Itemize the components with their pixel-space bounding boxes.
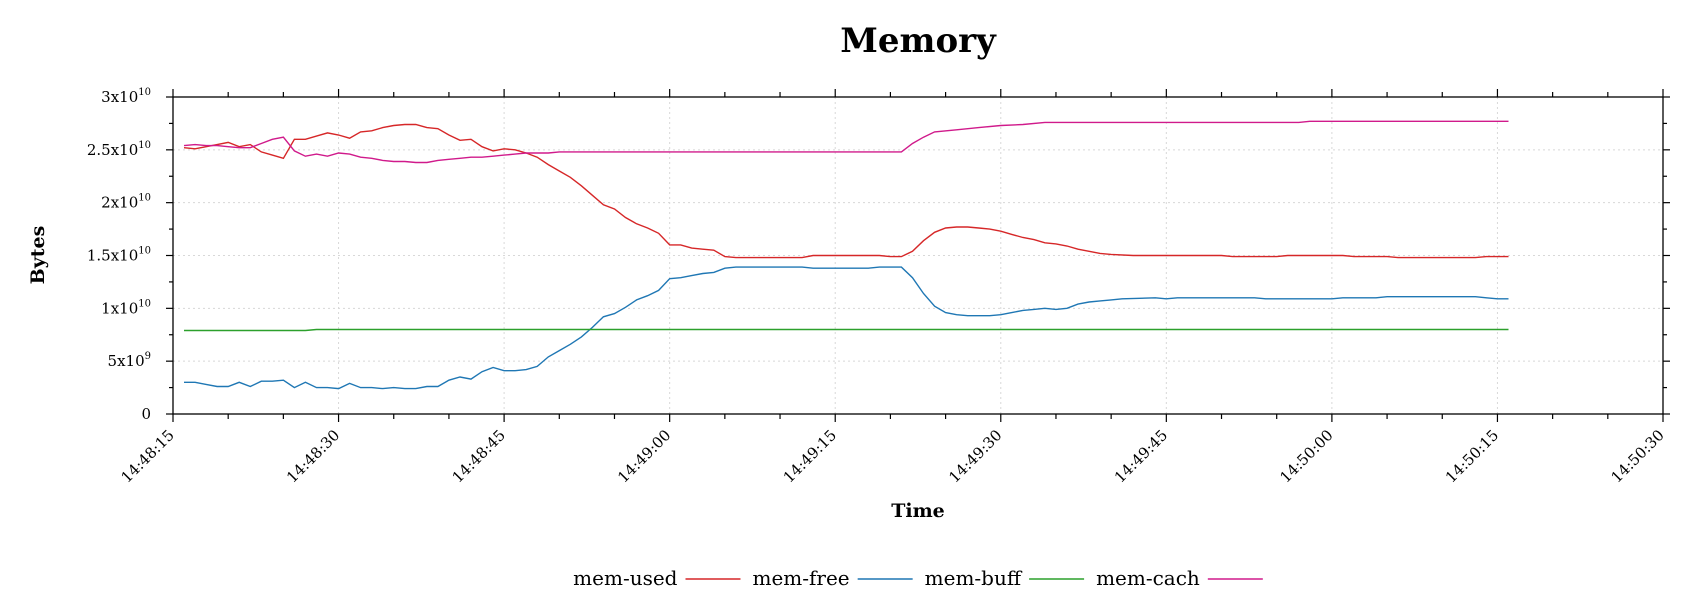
y-tick-label: 5x109 [108,351,151,370]
grid-lines [173,97,1663,414]
series-line-mem-buff [184,328,1509,332]
x-axis-title: Time [891,500,945,522]
axis-ticks [166,89,1670,422]
x-tick-label: 14:50:30 [1607,426,1667,486]
x-tick-label: 14:48:30 [283,426,343,486]
y-tick-labels: 0 5x109 1x1010 1.5x1010 2x1010 2.5x1010 3x1010 [87,87,151,423]
series-line-mem-cach [183,120,1509,164]
y-axis-title: Bytes [27,226,49,285]
chart-title: Memory [840,21,997,61]
x-tick-label: 14:50:15 [1442,426,1502,486]
legend-label: mem-used [573,566,678,590]
legend: mem-used mem-free mem-buff mem-cach [573,566,1263,590]
series-line-mem-used [183,123,1509,259]
x-tick-label: 14:50:00 [1276,426,1336,486]
x-tick-label: 14:48:15 [117,426,177,486]
x-tick-labels: 14:48:15 14:48:30 14:48:45 14:49:00 14:49:15… [117,426,1667,486]
y-tick-label: 3x1010 [101,87,151,106]
legend-label: mem-buff [925,566,1023,590]
legend-label: mem-free [752,566,849,590]
y-tick-label: 2x1010 [101,193,151,212]
y-tick-label: 2.5x1010 [87,140,151,159]
series-lines [183,120,1509,390]
x-tick-label: 14:49:45 [1111,426,1171,486]
x-tick-label: 14:49:00 [614,426,674,486]
x-tick-label: 14:49:30 [945,426,1005,486]
y-tick-label: 0 [141,405,151,423]
x-tick-label: 14:49:15 [780,426,840,486]
y-tick-label: 1.5x1010 [87,246,151,265]
y-tick-label: 1x1010 [101,298,151,317]
series-line-mem-free [184,266,1509,390]
x-tick-label: 14:48:45 [449,426,509,486]
legend-label: mem-cach [1096,566,1200,590]
